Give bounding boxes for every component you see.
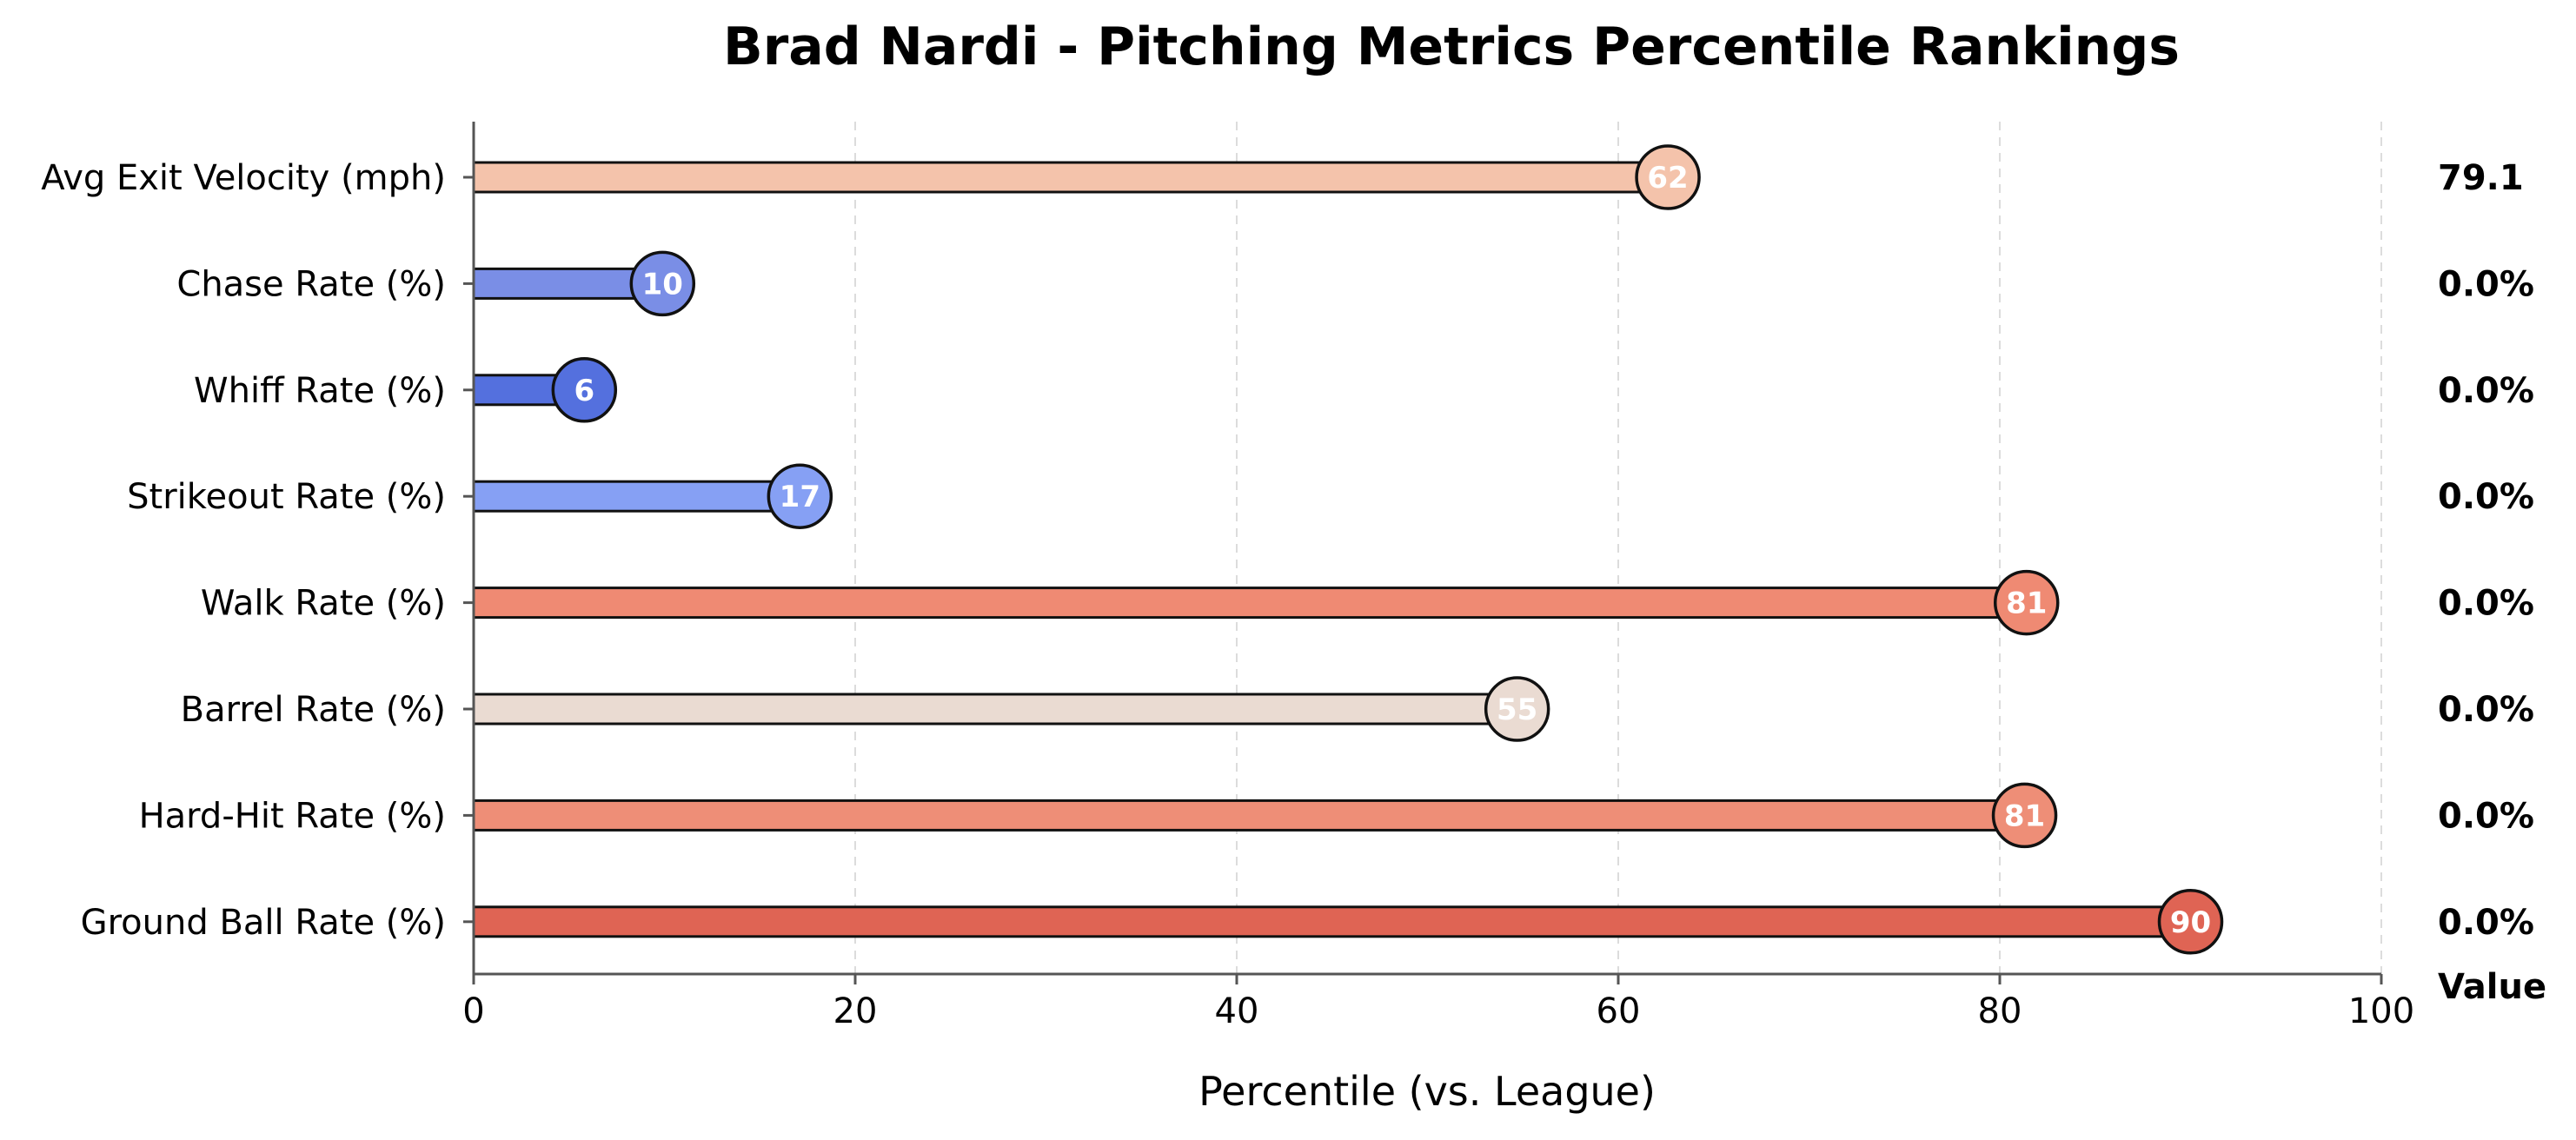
percentile-marker [551, 357, 618, 423]
percentile-marker [1993, 569, 2060, 636]
bars: 62 10 6 17 81 55 81 90 [472, 144, 2224, 955]
percentile-bar [472, 587, 2028, 620]
percentile-bar [472, 905, 2192, 938]
percentile-label: 10 [642, 267, 683, 302]
grid-lines [854, 122, 2382, 974]
chart-title: Brad Nardi - Pitching Metrics Percentile… [723, 17, 2180, 77]
percentile-marker [1635, 144, 1701, 210]
percentile-label: 90 [2170, 905, 2211, 940]
metric-value: 0.0% [2438, 690, 2534, 730]
category-label: Barrel Rate (%) [181, 690, 446, 730]
x-tick-label: 60 [1597, 991, 1641, 1031]
x-ticks: 0 20 40 60 80 100 [462, 974, 2414, 1031]
percentile-marker [2157, 889, 2224, 955]
metric-value: 0.0% [2438, 477, 2534, 517]
category-label: Whiff Rate (%) [194, 371, 446, 411]
percentile-label: 55 [1497, 693, 1537, 727]
metric-value: 0.0% [2438, 371, 2534, 411]
metric-value: 0.0% [2438, 264, 2534, 304]
percentile-bar [472, 161, 1670, 194]
value-column-header: Value [2438, 967, 2546, 1007]
metric-value: 0.0% [2438, 584, 2534, 624]
x-tick-label: 100 [2348, 991, 2414, 1031]
metric-value: 79.1 [2438, 158, 2524, 198]
percentile-marker [629, 250, 696, 317]
percentile-label: 62 [1647, 161, 1688, 196]
percentile-bar [472, 480, 801, 513]
category-label: Walk Rate (%) [201, 584, 446, 624]
x-tick-label: 20 [833, 991, 878, 1031]
x-tick-label: 40 [1215, 991, 1259, 1031]
category-label: Hard-Hit Rate (%) [139, 796, 446, 836]
y-tick-labels: Avg Exit Velocity (mph) Chase Rate (%) Whi… [41, 158, 474, 943]
percentile-label: 81 [2004, 799, 2045, 833]
x-axis-label: Percentile (vs. League) [1198, 1068, 1656, 1115]
percentile-marker [767, 463, 833, 529]
category-label: Strikeout Rate (%) [127, 477, 446, 517]
x-tick-label: 80 [1978, 991, 2022, 1031]
percentile-label: 6 [574, 374, 594, 408]
metric-value: 0.0% [2438, 903, 2534, 943]
metric-value: 0.0% [2438, 796, 2534, 836]
percentile-marker [1484, 676, 1550, 742]
value-column: 79.1 0.0% 0.0% 0.0% 0.0% 0.0% 0.0% 0.0% [2438, 158, 2534, 943]
category-label: Avg Exit Velocity (mph) [41, 158, 446, 198]
percentile-bar [472, 693, 1519, 726]
x-tick-label: 0 [462, 991, 484, 1031]
percentile-bar [472, 799, 2027, 832]
percentile-marker [1991, 782, 2058, 849]
category-label: Chase Rate (%) [176, 264, 446, 304]
category-label: Ground Ball Rate (%) [81, 903, 446, 943]
percentile-label: 17 [780, 480, 820, 514]
percentile-label: 81 [2006, 587, 2047, 621]
